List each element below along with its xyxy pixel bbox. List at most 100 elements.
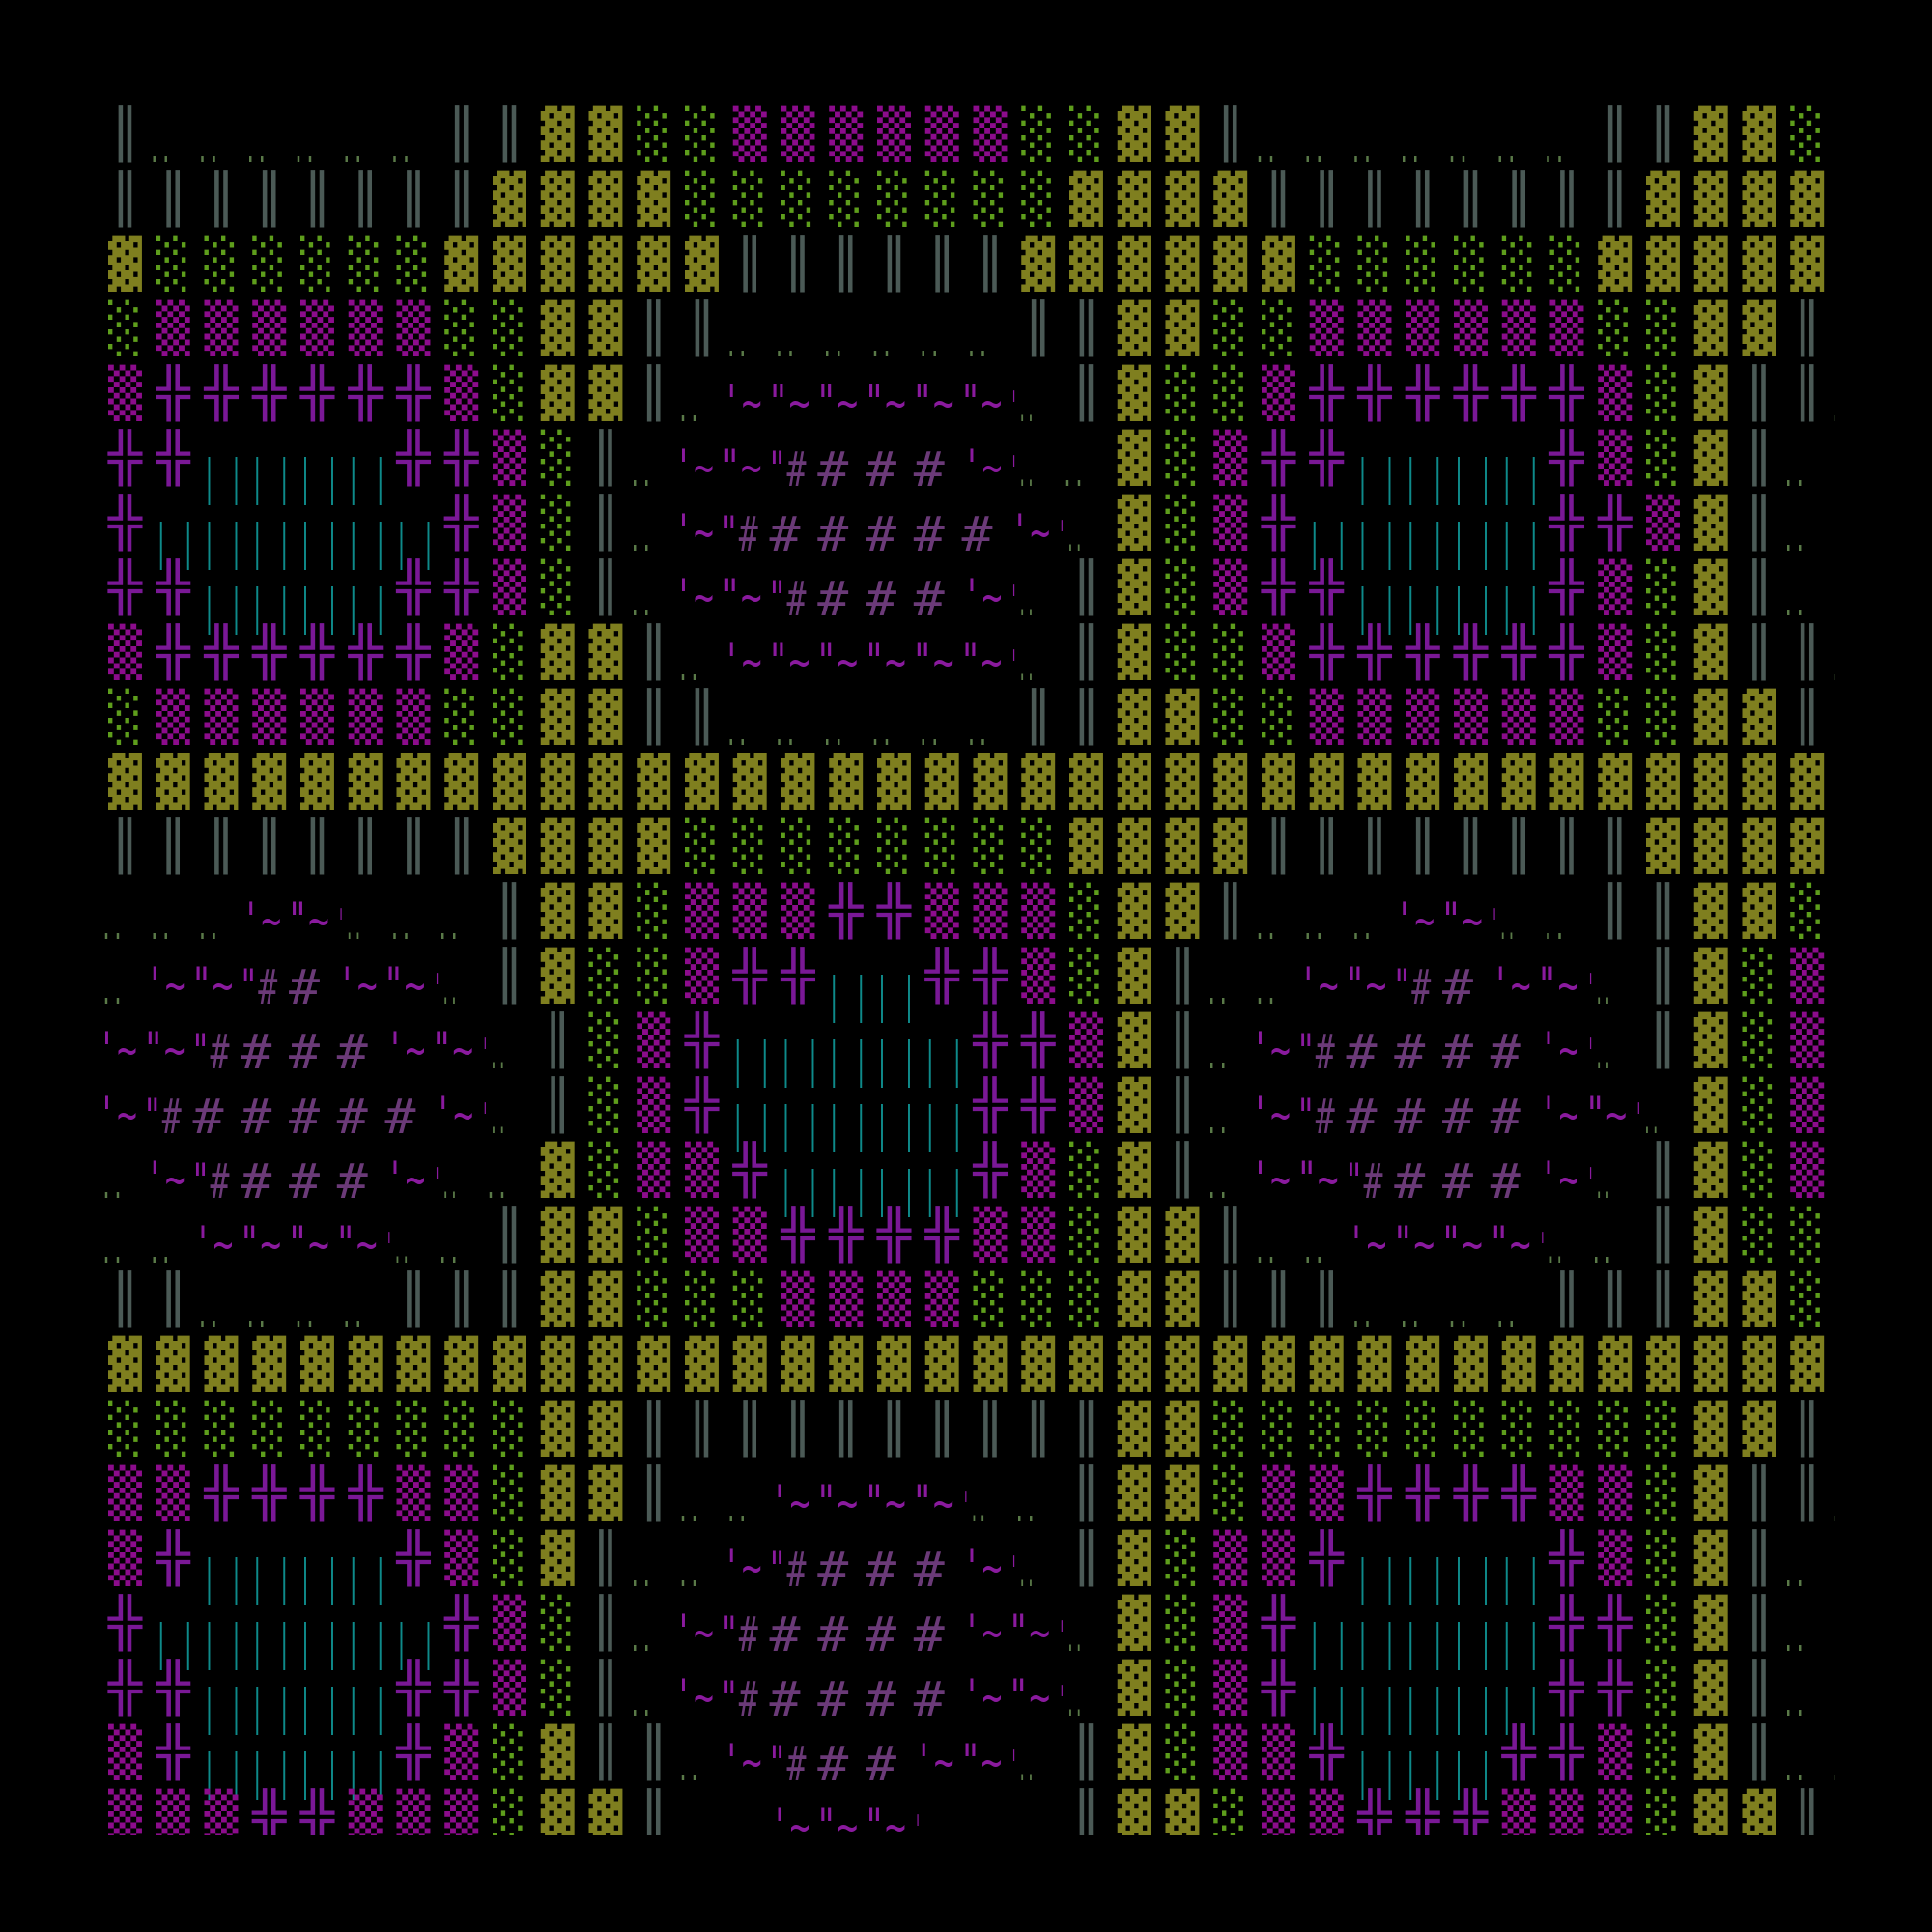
olive-block-glyph: ▓ — [444, 235, 479, 292]
light-shade-glyph: ░ — [1550, 235, 1584, 293]
double-bar-glyph: ║ — [1790, 364, 1824, 422]
dquote-tilde-glyph: "~ — [239, 1216, 281, 1272]
medium-shade-glyph: ▒ — [493, 429, 527, 487]
teal-bars-glyph: | | — [395, 514, 436, 570]
olive-block-glyph: ▓ — [1694, 1788, 1729, 1845]
light-shade-glyph: ░ — [541, 558, 575, 616]
olive-block-glyph: ▓ — [589, 1335, 624, 1392]
medium-shade-glyph: ▒ — [1598, 1464, 1633, 1522]
olive-block-glyph: ▓ — [1694, 947, 1729, 1004]
olive-block-glyph: ▓ — [1118, 1270, 1152, 1327]
double-bar-glyph: ║ — [1646, 1206, 1680, 1264]
quote-tilde-glyph: '~ — [145, 957, 185, 1013]
light-shade-glyph: ░ — [1021, 817, 1055, 875]
teal-bars-glyph: | | — [1452, 1614, 1492, 1670]
olive-block-glyph: ▓ — [877, 1335, 912, 1392]
dots-glyph: .. — [774, 710, 797, 754]
quote-tilde-glyph: '~ — [962, 569, 1003, 625]
box-cross-glyph: ╬ — [1405, 1464, 1440, 1522]
dots-glyph: .. — [1782, 1681, 1805, 1725]
medium-shade-glyph: ▒ — [877, 1270, 912, 1328]
medium-shade-glyph: ▒ — [1213, 494, 1248, 552]
dots-glyph: .. — [821, 322, 844, 366]
medium-shade-glyph: ▒ — [300, 299, 335, 357]
olive-block-glyph: ▓ — [589, 688, 624, 745]
light-shade-glyph: ░ — [1646, 1529, 1680, 1587]
light-shade-glyph: ░ — [637, 882, 670, 940]
olive-block-glyph: ▓ — [1406, 753, 1440, 810]
box-cross-glyph: ╬ — [251, 1788, 287, 1846]
dots-glyph: .. — [197, 128, 220, 172]
dots-glyph: .. — [389, 128, 412, 172]
olive-block-glyph: ▓ — [1166, 170, 1201, 227]
teal-bars-glyph: | | — [250, 1744, 291, 1800]
light-shade-glyph: ░ — [300, 235, 334, 293]
light-shade-glyph: ░ — [1743, 947, 1776, 1005]
double-bar-glyph: ║ — [733, 235, 767, 293]
medium-shade-glyph: ▒ — [1213, 1723, 1248, 1781]
medium-shade-glyph: ▒ — [444, 623, 479, 681]
dots-glyph: .. — [725, 322, 749, 366]
dots-glyph: .. — [1254, 904, 1277, 949]
olive-block-glyph: ▓ — [1454, 753, 1489, 810]
dquote-tilde-glyph: "~ — [287, 1216, 329, 1272]
medium-shade-glyph: ▒ — [925, 105, 960, 163]
olive-block-glyph: ▓ — [1213, 817, 1248, 874]
medium-shade-glyph: ▒ — [1598, 558, 1633, 616]
hash-glyph: # — [289, 1153, 320, 1209]
light-shade-glyph: ░ — [1021, 170, 1055, 228]
olive-block-glyph: ▓ — [1118, 494, 1152, 551]
olive-block-glyph: ▓ — [733, 753, 768, 810]
olive-block-glyph: ▓ — [1358, 1335, 1393, 1392]
quote-dots-glyph: '.. — [1058, 512, 1083, 561]
light-shade-glyph: ░ — [541, 1659, 575, 1717]
medium-shade-glyph: ▒ — [829, 105, 864, 163]
hash-glyph: # — [337, 1153, 368, 1209]
box-cross-glyph: ╬ — [395, 623, 431, 681]
medium-shade-glyph: ▒ — [1262, 1529, 1296, 1587]
quote-dots-glyph: '.. — [914, 1806, 939, 1856]
olive-block-glyph: ▓ — [1118, 105, 1152, 162]
teal-bars-glyph: | | — [1356, 514, 1397, 570]
hash-glyph: # — [817, 506, 848, 562]
double-bar-glyph: ║ — [1213, 1206, 1247, 1264]
quote-tilde-glyph: '~ — [673, 1669, 714, 1725]
medium-shade-glyph: ▒ — [1502, 1788, 1537, 1846]
olive-block-glyph: ▓ — [1118, 1206, 1152, 1263]
double-bar-glyph: ║ — [1213, 1270, 1247, 1328]
olive-block-glyph: ▓ — [1743, 170, 1777, 227]
olive-block-glyph: ▓ — [541, 105, 576, 162]
double-bar-glyph: ║ — [925, 235, 959, 293]
double-bar-glyph: ║ — [685, 688, 719, 746]
light-shade-glyph: ░ — [637, 105, 670, 163]
double-bar-glyph: ║ — [685, 299, 719, 357]
olive-block-glyph: ▓ — [589, 1464, 624, 1521]
teal-bars-glyph: | | — [1356, 579, 1397, 635]
olive-block-glyph: ▓ — [1118, 1011, 1152, 1068]
olive-block-glyph: ▓ — [541, 1270, 576, 1327]
olive-block-glyph: ▓ — [1262, 1335, 1296, 1392]
olive-block-glyph: ▓ — [1021, 753, 1056, 810]
dots-glyph: .. — [774, 322, 797, 366]
dquote-hash-glyph: "# — [191, 1024, 230, 1080]
light-shade-glyph: ░ — [925, 817, 959, 875]
light-shade-glyph: ░ — [541, 1594, 575, 1652]
double-bar-glyph: ║ — [444, 1270, 478, 1328]
box-cross-glyph: ╬ — [1405, 1788, 1440, 1846]
olive-block-glyph: ▓ — [1790, 817, 1825, 874]
double-bar-glyph: ║ — [156, 1270, 190, 1328]
teal-bars-glyph: | | — [347, 1744, 387, 1800]
light-shade-glyph: ░ — [1598, 1400, 1632, 1458]
olive-block-glyph: ▓ — [1166, 1335, 1201, 1392]
teal-bars-glyph: | | — [250, 449, 291, 505]
box-cross-glyph: ╬ — [1356, 1788, 1392, 1846]
quote-tilde-glyph: '~ — [962, 1669, 1003, 1725]
olive-block-glyph: ▓ — [1694, 299, 1729, 356]
dots-glyph: .. — [244, 1293, 268, 1337]
teal-bars-glyph: | | — [923, 1096, 964, 1152]
double-bar-glyph: ║ — [444, 817, 478, 875]
dots-glyph: .. — [725, 1487, 749, 1531]
light-shade-glyph: ░ — [1598, 299, 1632, 357]
olive-block-glyph: ▓ — [1118, 623, 1152, 680]
light-shade-glyph: ░ — [156, 235, 190, 293]
